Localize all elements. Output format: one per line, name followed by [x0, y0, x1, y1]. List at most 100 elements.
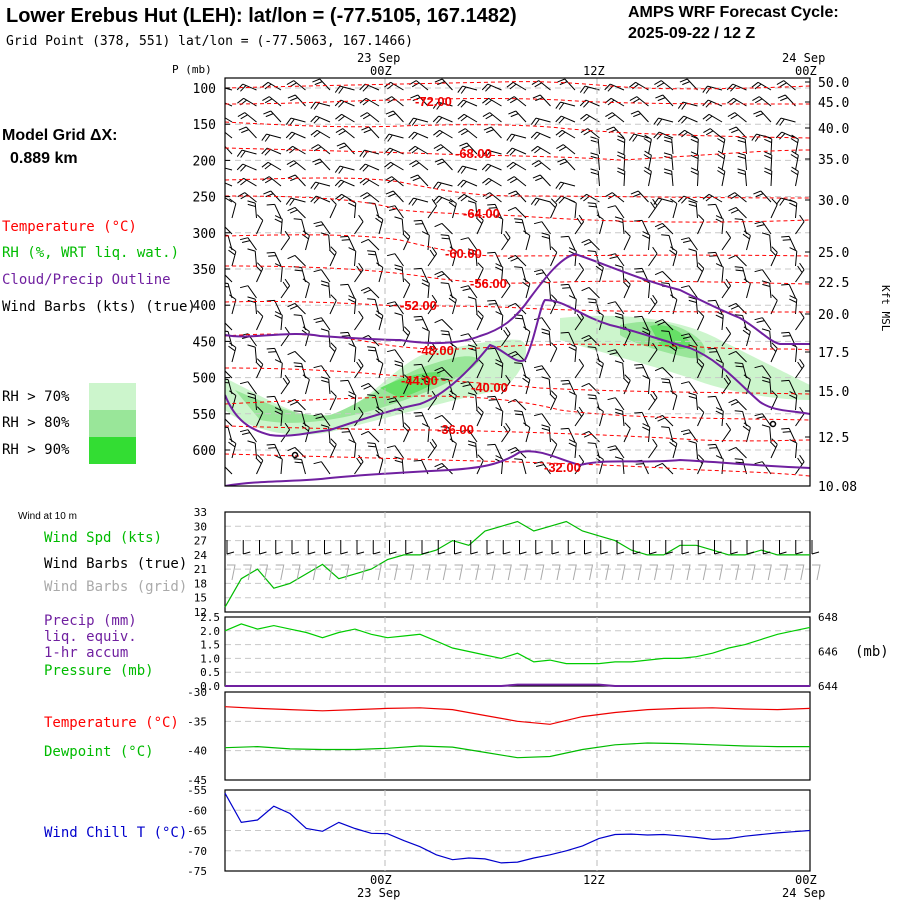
wind-barb [754, 461, 772, 475]
wind-barb-true [454, 540, 462, 555]
precip-accum-label: 1-hr accum [44, 645, 128, 661]
wind-barb [457, 85, 478, 94]
wind-barb [617, 151, 626, 171]
wind-barb [256, 406, 264, 427]
wind-barb [286, 80, 306, 91]
wind-barb [376, 262, 384, 283]
wind-barb [239, 237, 257, 251]
wind-barb-grid [649, 564, 659, 581]
wind-tick-label: 33 [194, 506, 207, 519]
temp-contour [225, 453, 810, 477]
wind-barb [329, 198, 337, 219]
wind-barb [643, 150, 652, 171]
wind-speed-label: Wind Spd (kts) [44, 530, 162, 546]
wind-barb-grid [487, 564, 496, 581]
wind-barb [514, 458, 527, 475]
wind-barb [560, 331, 576, 347]
wind-barb [581, 238, 600, 251]
wind-barb [776, 80, 796, 91]
pressure-label: Pressure (mb) [44, 663, 154, 679]
wind-tick-label: 30 [194, 520, 207, 533]
wind-barb [432, 115, 453, 124]
wind-barb-true [811, 540, 820, 555]
wind-barb [403, 278, 411, 299]
wind-barb [408, 145, 429, 155]
wind-barb [795, 310, 805, 331]
wind-barb-true [405, 540, 413, 555]
wind-barb [354, 358, 364, 379]
wind-barb [690, 167, 699, 187]
wind-barb [394, 264, 404, 283]
wind-barb [530, 117, 551, 126]
wind-barb [574, 262, 585, 283]
wind-barb [313, 413, 331, 427]
wind-barb [728, 254, 747, 267]
legend-temperature: Temperature (°C) [2, 219, 137, 235]
wind-barb [410, 174, 429, 187]
wind-barb [402, 326, 411, 347]
wind-barb [475, 310, 484, 331]
wind-barb [237, 112, 257, 123]
wind-barb-true [746, 540, 755, 555]
wind-barb [648, 246, 658, 267]
wind-barb [228, 342, 237, 363]
pressure-tick-label: 400 [193, 299, 216, 314]
wind-barb [643, 166, 652, 187]
wind-barb [408, 131, 429, 140]
wind-barb-grid [438, 564, 447, 581]
wind-barb [533, 221, 551, 235]
wind-barb [394, 456, 404, 475]
wind-barb [679, 78, 698, 91]
wind-barb [726, 83, 747, 92]
wind-barb [555, 129, 576, 139]
pressure-line [224, 623, 811, 665]
temp-contour [225, 265, 810, 285]
height-tick-label: 17.5 [818, 346, 849, 361]
wind-barb [482, 177, 502, 187]
wind-barb [670, 390, 678, 411]
wind-barb [310, 181, 331, 190]
wind-barb [596, 214, 604, 235]
wind-barb [587, 394, 600, 411]
wind-barb-grid [470, 564, 480, 581]
wind-barb [434, 462, 453, 475]
wind-barb-grid [243, 564, 252, 581]
wind-barb [607, 349, 625, 363]
wind-barb-true [324, 540, 332, 555]
wind-barb [581, 382, 600, 395]
rh90-region [650, 324, 690, 350]
wind-barb [310, 129, 331, 139]
wind-barb [386, 301, 404, 315]
wind-barb [225, 426, 233, 443]
wind-barb [334, 179, 355, 188]
wind-barb [688, 440, 698, 459]
wind-barb [460, 381, 478, 395]
chill-tick-label: -55 [187, 784, 207, 797]
wind-barb [360, 112, 380, 123]
wind-barb [310, 195, 331, 204]
rh80-region [235, 356, 480, 423]
wind-barb-true [502, 540, 511, 555]
wind-barb [467, 200, 478, 219]
wind-barb [467, 248, 478, 267]
height-tick-label: 35.0 [818, 153, 849, 168]
wind-barb [301, 422, 310, 443]
height-axis-title: Kft MSL [879, 285, 892, 332]
wind-barb [648, 294, 658, 315]
wind-barb [487, 347, 502, 363]
wind-barb [360, 430, 380, 443]
wind-barb [448, 294, 457, 315]
wind-barb [487, 443, 502, 459]
pressure-tick-label: 450 [193, 335, 216, 350]
wind-barb [348, 247, 357, 267]
model-grid-value: 0.889 km [10, 150, 78, 167]
temperature-dewpoint-chart: -30 -35 -40 -45 [187, 686, 811, 787]
wind-barb [460, 237, 478, 251]
wind-barb [320, 376, 331, 395]
precip-tick-label: 0.0 [200, 680, 220, 693]
wind-barb [717, 150, 726, 171]
wind-barb [413, 315, 429, 331]
wind-barb [432, 101, 453, 110]
wind-barb [434, 414, 453, 427]
height-tick-label: 50.0 [818, 76, 849, 91]
